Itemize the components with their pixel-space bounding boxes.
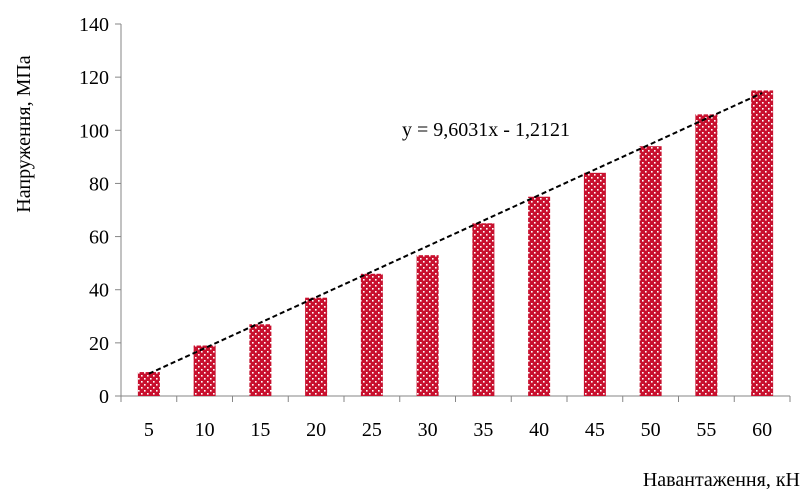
y-tick-label: 80 [89,173,109,195]
x-tick-label: 60 [752,419,772,441]
bar [695,114,718,396]
y-tick-label: 100 [79,120,109,142]
x-axis-title: Навантаження, кН [643,469,800,491]
y-tick-label: 40 [89,280,109,302]
x-tick-label: 30 [418,419,438,441]
bar [472,223,495,396]
y-tick-label: 0 [99,386,109,408]
y-tick-label: 120 [79,67,109,89]
bar [751,90,774,396]
x-tick-label: 55 [696,419,716,441]
x-tick-label: 10 [195,419,215,441]
trendline [148,92,763,375]
bars [137,90,774,396]
bar [249,324,272,396]
x-tick-label: 20 [306,419,326,441]
y-tick-label: 20 [89,333,109,355]
y-axis-title: Напруження, МПа [13,55,35,212]
bar [305,297,328,396]
trendline-path [148,92,763,375]
x-tick-label: 40 [529,419,549,441]
bar [528,196,551,396]
x-tick-label: 45 [585,419,605,441]
x-tick-label: 25 [362,419,382,441]
x-tick-label: 15 [250,419,270,441]
y-axis: 0 20 40 60 80 100 120 140 [79,14,122,408]
bar [639,146,662,396]
bar [137,372,160,396]
bar [193,345,216,396]
x-tick-label: 35 [473,419,493,441]
x-tick-label: 50 [641,419,661,441]
bar [360,273,383,396]
y-tick-label: 60 [89,227,109,249]
x-axis: 5 10 15 20 25 30 35 40 45 50 55 60 [120,395,791,441]
y-tick-label: 140 [79,14,109,36]
trendline-equation: y = 9,6031x - 1,2121 [402,119,570,141]
bar [583,172,606,396]
x-tick-label: 5 [144,419,154,441]
bar [416,255,439,396]
